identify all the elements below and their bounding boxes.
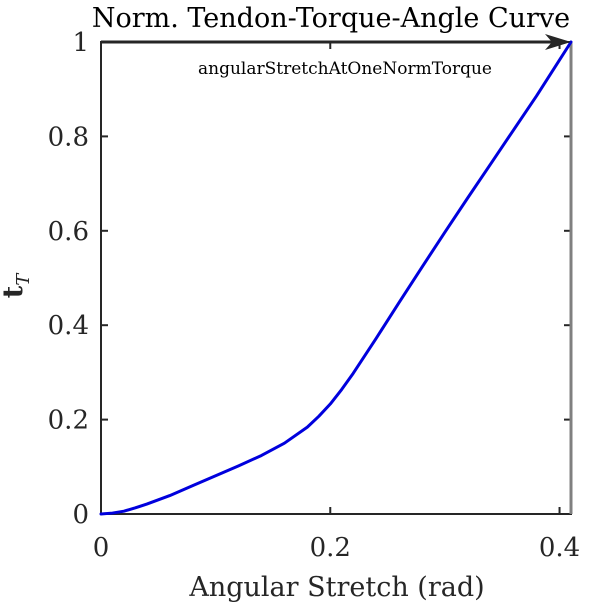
x-tick-label: 0.4 xyxy=(539,533,580,563)
x-tick-label: 0 xyxy=(93,533,110,563)
y-axis-label-main: t xyxy=(0,285,29,298)
y-tick-label: 0.6 xyxy=(48,217,89,247)
y-tick-label: 0.8 xyxy=(48,122,89,152)
series-line xyxy=(99,40,573,516)
y-axis-label-sub: T xyxy=(13,272,34,286)
annotation-arrow-head xyxy=(545,34,571,50)
y-tick-label: 0 xyxy=(72,500,89,530)
x-axis-label: Angular Stretch (rad) xyxy=(188,572,484,603)
annotation-label: angularStretchAtOneNormTorque xyxy=(198,59,492,79)
y-tick-label: 0.2 xyxy=(48,406,89,436)
y-tick-label: 1 xyxy=(72,28,89,58)
y-axis-ticks: 0 0.2 0.4 0.6 0.8 1 xyxy=(48,28,571,530)
x-tick-label: 0.2 xyxy=(310,533,351,563)
x-axis-ticks: 0 0.2 0.4 xyxy=(93,42,580,563)
chart-title: Norm. Tendon-Torque-Angle Curve xyxy=(92,3,570,34)
y-tick-label: 0.4 xyxy=(48,311,89,341)
plot-frame xyxy=(100,41,572,515)
y-axis-label: tT xyxy=(0,272,34,298)
